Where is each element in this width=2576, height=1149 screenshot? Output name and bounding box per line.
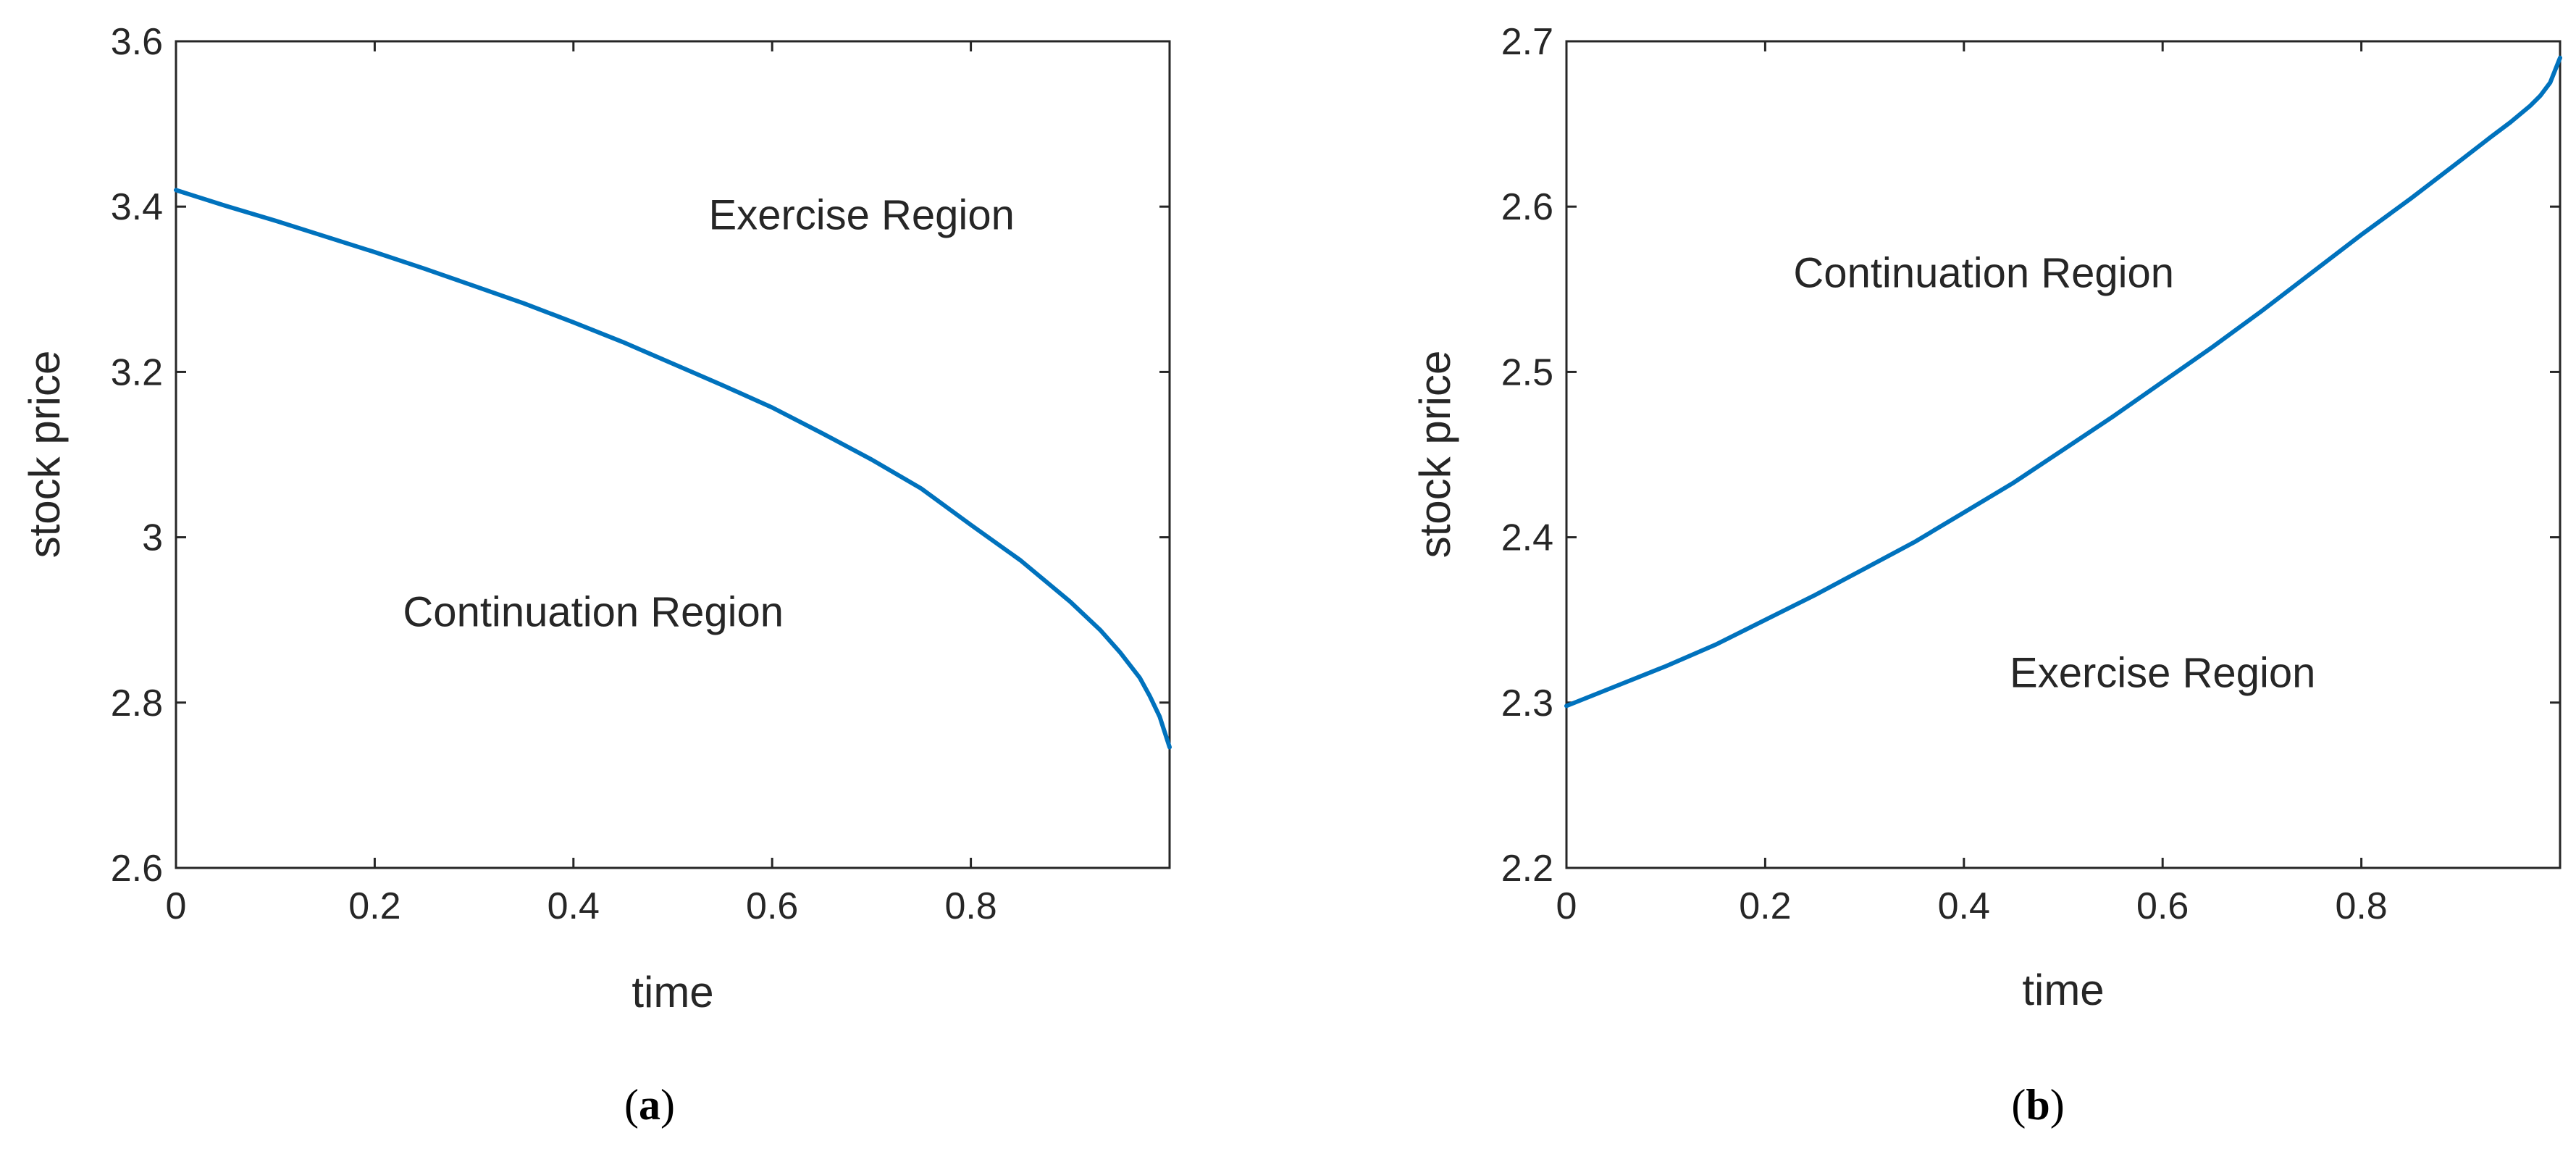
y-tick-label: 3: [142, 517, 163, 559]
x-tick-label: 0.6: [746, 885, 798, 927]
y-tick-label: 2.3: [1501, 682, 1553, 724]
x-axis-label-a: time: [632, 968, 713, 1016]
region-label: Exercise Region: [2010, 650, 2315, 697]
y-tick-label: 3.6: [111, 21, 163, 63]
x-tick-label: 0.2: [348, 885, 400, 927]
boundary-line-a: [174, 188, 1172, 750]
region-label: Exercise Region: [709, 192, 1015, 239]
annotations-a: Exercise Region Continuation Region: [403, 192, 1014, 636]
boundary-line-b: [1564, 55, 2562, 709]
y-tick-label: 2.7: [1501, 21, 1553, 63]
y-tick-label: 2.6: [111, 848, 163, 890]
x-tick-label: 0.8: [2335, 885, 2387, 927]
caption-b: (b): [2011, 1081, 2064, 1129]
region-label: Continuation Region: [1793, 249, 2174, 296]
y-axis-a: 2.6 2.8 3 3.2 3.4 3.6: [111, 21, 1170, 890]
y-tick-label: 2.2: [1501, 848, 1553, 890]
chart-panel-a: 0 0.2 0.4 0.6 0.8 2.6 2.8 3 3.2 3.4 3.6 Exercise …: [20, 21, 1172, 1129]
y-tick-label: 2.8: [111, 682, 163, 724]
y-axis-label-b: stock price: [1411, 351, 1459, 559]
x-tick-label: 0: [1556, 885, 1577, 927]
x-tick-label: 0.2: [1739, 885, 1791, 927]
annotations-b: Continuation Region Exercise Region: [1793, 249, 2315, 696]
x-axis-label-b: time: [2022, 966, 2104, 1014]
y-axis-label-a: stock price: [20, 351, 69, 559]
y-axis-b: 2.2 2.3 2.4 2.5 2.6 2.7: [1501, 21, 2560, 890]
y-tick-label: 2.6: [1501, 186, 1553, 228]
x-axis-b: 0 0.2 0.4 0.6 0.8: [1556, 41, 2388, 927]
y-tick-label: 2.4: [1501, 517, 1553, 559]
x-axis-a: 0 0.2 0.4 0.6 0.8: [166, 41, 997, 927]
caption-a: (a): [624, 1081, 675, 1129]
plot-area-b: [1565, 40, 2562, 869]
x-tick-label: 0.6: [2136, 885, 2189, 927]
plot-area-a: [175, 40, 1171, 869]
x-tick-label: 0: [166, 885, 187, 927]
chart-panel-b: 0 0.2 0.4 0.6 0.8 2.2 2.3 2.4 2.5 2.6 2.7 Continu…: [1411, 21, 2562, 1129]
y-tick-label: 3.4: [111, 186, 163, 228]
y-tick-label: 2.5: [1501, 351, 1553, 393]
region-label: Continuation Region: [403, 588, 784, 635]
x-tick-label: 0.4: [1938, 885, 1990, 927]
x-tick-label: 0.8: [944, 885, 997, 927]
x-tick-label: 0.4: [547, 885, 600, 927]
y-tick-label: 3.2: [111, 351, 163, 393]
